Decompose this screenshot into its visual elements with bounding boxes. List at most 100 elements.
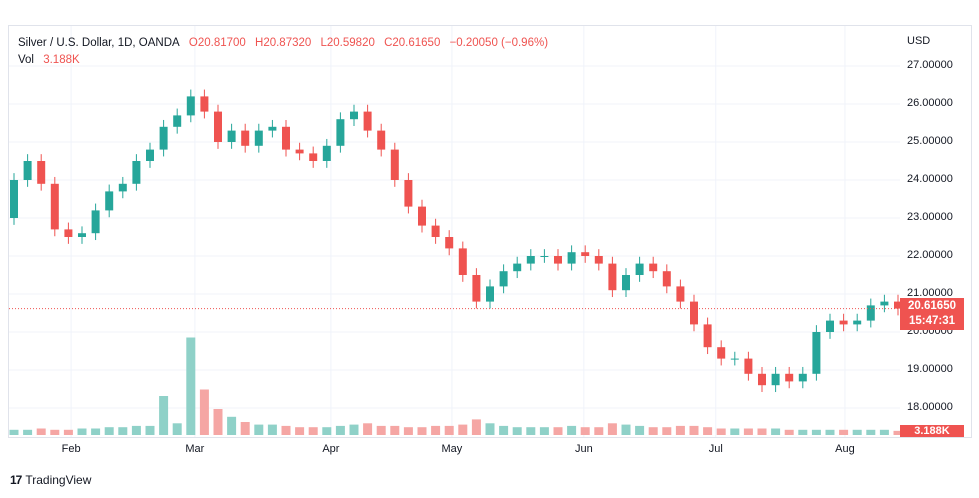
volume-bar bbox=[526, 427, 536, 435]
candle-body bbox=[50, 183, 59, 230]
volume-bar bbox=[390, 425, 400, 435]
tradingview-logo[interactable]: 17 TradingView bbox=[10, 473, 91, 487]
change-value: −0.20050 (−0.96%) bbox=[449, 37, 549, 49]
last-price: 20.61650 bbox=[908, 300, 956, 312]
price-tick-label: 22.00000 bbox=[907, 249, 953, 261]
chart-frame[interactable] bbox=[8, 25, 972, 438]
volume-bar bbox=[825, 429, 835, 435]
candle-body bbox=[64, 229, 73, 237]
volume-bar bbox=[363, 423, 373, 435]
price-tick-label: 23.00000 bbox=[907, 211, 953, 223]
volume-bar bbox=[839, 429, 849, 435]
volume-bar bbox=[213, 409, 223, 435]
volume-bar bbox=[485, 423, 495, 435]
volume-bar bbox=[798, 429, 808, 435]
volume-bar bbox=[662, 427, 672, 435]
time-tick-label: Feb bbox=[61, 443, 81, 455]
candle-body bbox=[105, 191, 114, 211]
last-volume-label: 3.188K bbox=[900, 425, 964, 437]
candle-body bbox=[254, 130, 263, 146]
volume-bar bbox=[621, 424, 631, 435]
candle-body bbox=[431, 225, 440, 237]
candle-body bbox=[10, 180, 18, 218]
bar-countdown: 15:47:31 bbox=[908, 315, 956, 327]
currency-label[interactable]: USD bbox=[907, 35, 931, 47]
candle-body bbox=[159, 126, 168, 150]
candle-body bbox=[567, 252, 576, 264]
candle-body bbox=[118, 183, 127, 192]
volume-bar bbox=[91, 428, 101, 435]
candle-body bbox=[581, 252, 590, 256]
candle-body bbox=[445, 237, 454, 249]
volume-bar bbox=[199, 389, 209, 435]
volume-bar bbox=[281, 425, 291, 435]
time-tick-label: Apr bbox=[322, 443, 340, 455]
high-value: H20.87320 bbox=[255, 37, 312, 49]
volume-bar bbox=[50, 429, 60, 435]
volume-bar bbox=[131, 425, 141, 435]
volume-bar bbox=[580, 427, 590, 435]
volume-bar bbox=[267, 424, 277, 435]
brand-name: TradingView bbox=[25, 473, 92, 487]
volume-bar bbox=[784, 429, 794, 435]
open-value: O20.81700 bbox=[188, 37, 246, 49]
volume-bar bbox=[675, 425, 685, 435]
volume-label[interactable]: Vol bbox=[18, 54, 34, 66]
volume-bar bbox=[635, 425, 645, 435]
volume-bar bbox=[431, 425, 441, 435]
volume-bar bbox=[63, 429, 73, 435]
volume-bar bbox=[417, 427, 427, 435]
candle-body bbox=[649, 263, 658, 272]
volume-bar bbox=[458, 424, 468, 435]
candle-body bbox=[826, 320, 834, 332]
candle-body bbox=[540, 256, 549, 257]
time-tick-label: Mar bbox=[185, 443, 205, 455]
candle-body bbox=[744, 358, 753, 374]
candle-body bbox=[363, 111, 372, 131]
candle-body bbox=[472, 275, 481, 302]
volume-bar bbox=[567, 425, 577, 435]
chart-legend: Silver / U.S. Dollar, 1D, OANDA O20.8170… bbox=[18, 35, 554, 69]
candle-body bbox=[730, 358, 739, 360]
price-tick-label: 21.00000 bbox=[907, 287, 953, 299]
volume-bar bbox=[689, 425, 699, 435]
candle-body bbox=[690, 301, 698, 325]
candle-body bbox=[812, 332, 821, 374]
candle-body bbox=[499, 271, 508, 287]
candle-body bbox=[771, 373, 780, 386]
volume-bar bbox=[349, 424, 359, 435]
price-tick-label: 24.00000 bbox=[907, 173, 953, 185]
symbol-title[interactable]: Silver / U.S. Dollar, 1D, OANDA bbox=[18, 37, 180, 49]
candle-body bbox=[200, 96, 209, 112]
volume-bar bbox=[118, 427, 128, 435]
candle-body bbox=[91, 210, 100, 234]
candle-body bbox=[662, 271, 671, 287]
volume-bar bbox=[254, 424, 264, 435]
candle-body bbox=[295, 149, 304, 154]
volume-bar bbox=[703, 427, 713, 435]
price-tick-label: 19.00000 bbox=[907, 363, 953, 375]
volume-bar bbox=[403, 427, 413, 435]
candle-body bbox=[866, 305, 875, 321]
volume-bar bbox=[771, 428, 781, 435]
candle-body bbox=[785, 373, 794, 382]
volume-bar bbox=[553, 427, 563, 435]
volume-bar bbox=[879, 429, 889, 435]
time-tick-label: Aug bbox=[835, 443, 855, 455]
volume-bar bbox=[145, 425, 155, 435]
volume-bar bbox=[866, 429, 876, 435]
candle-body bbox=[390, 149, 399, 180]
candle-body bbox=[635, 263, 644, 275]
candle-body bbox=[513, 263, 522, 272]
candle-body bbox=[23, 161, 32, 180]
candle-body bbox=[717, 347, 726, 359]
close-value: C20.61650 bbox=[384, 37, 441, 49]
volume-bar bbox=[539, 427, 549, 435]
candle-body bbox=[309, 153, 318, 161]
candle-body bbox=[839, 320, 848, 325]
volume-bar bbox=[893, 430, 903, 435]
volume-bar bbox=[186, 337, 196, 435]
price-tick-label: 25.00000 bbox=[907, 135, 953, 147]
volume-bar bbox=[757, 428, 767, 435]
